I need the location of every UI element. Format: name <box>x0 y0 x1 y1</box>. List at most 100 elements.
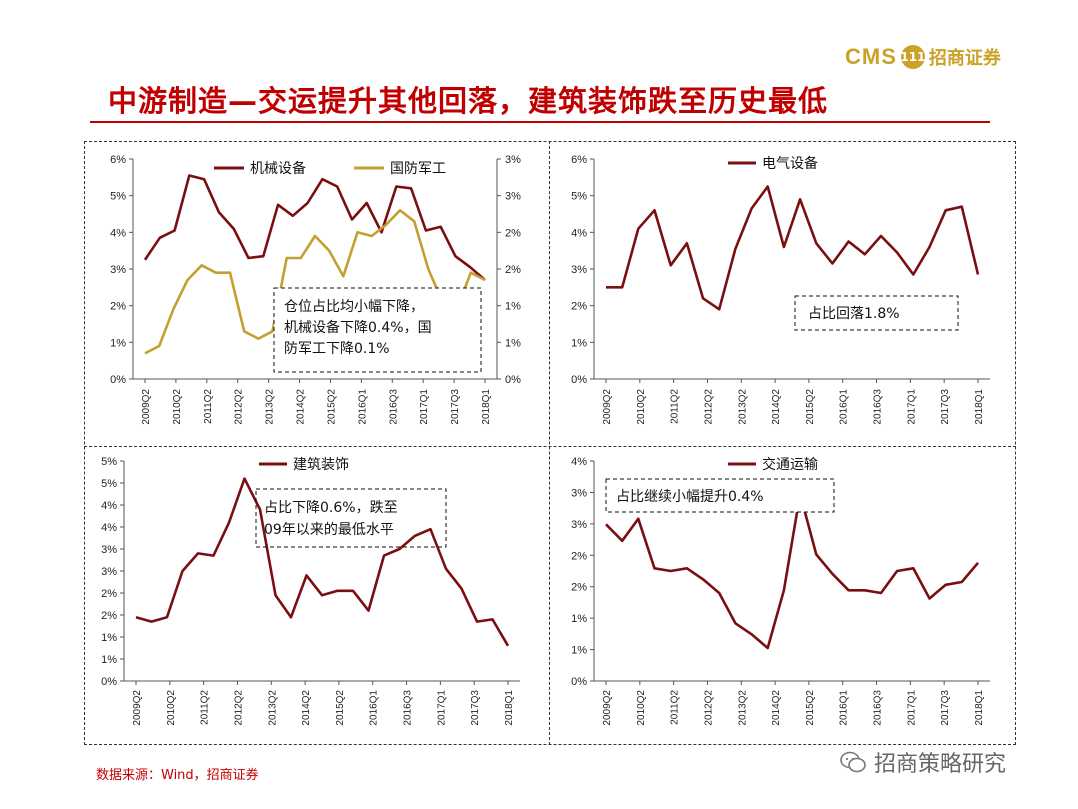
y-tick-label: 2% <box>110 301 126 313</box>
legend-label-construction: 建筑装饰 <box>293 457 349 473</box>
y-tick-label: 2% <box>571 582 587 594</box>
y-tick-label: 1% <box>571 337 587 349</box>
chart-grid-horizontal-divider <box>84 446 1016 447</box>
x-tick-label: 2018Q1 <box>481 389 492 425</box>
y-tick-label: 5% <box>110 191 126 203</box>
y-tick-label: 6% <box>110 154 126 166</box>
y-tick-label: 6% <box>571 154 587 166</box>
x-tick-label: 2017Q1 <box>419 389 430 425</box>
x-tick-label: 2011Q2 <box>200 690 211 725</box>
title-divider <box>90 121 990 123</box>
y-tick-label: 2% <box>101 588 117 600</box>
y2-tick-label: 1% <box>505 337 521 349</box>
annotation-line: 防军工下降0.1% <box>284 341 390 357</box>
y-tick-label: 1% <box>101 632 117 644</box>
chart-grid-vertical-divider <box>549 141 550 745</box>
x-tick-label: 2015Q2 <box>805 389 816 425</box>
y-tick-label: 4% <box>110 227 126 239</box>
series-line-1 <box>606 185 980 311</box>
x-tick-label: 2014Q2 <box>296 389 307 425</box>
annotation-frame <box>273 287 482 373</box>
plot-area: 0% 1% 1% 2% 2% 3% 3% 4% 2009Q2 2010Q2 2011Q2 2012Q2… <box>571 456 990 726</box>
y-tick-label: 5% <box>101 456 117 468</box>
legend: 建筑装饰 <box>259 457 349 473</box>
y2-tick-label: 2% <box>505 264 521 276</box>
x-tick-label: 2010Q2 <box>166 690 177 726</box>
series-line-2 <box>144 209 486 355</box>
x-tick-label: 2017Q1 <box>906 690 917 726</box>
y-tick-label: 2% <box>101 610 117 622</box>
y-tick-label: 4% <box>571 456 587 468</box>
x-tick-label: 2009Q2 <box>132 690 143 726</box>
plot-area: 0% 1% 1% 2% 2% 3% 3% 4% 4% 5% 5% 2009Q2 2010Q2 2011Q2… <box>101 456 520 726</box>
x-tick-label: 2016Q1 <box>839 690 850 726</box>
chart-construction-decoration: 0% 1% 1% 2% 2% 3% 3% 4% 4% 5% 5% 2009Q2 2010Q2 2011Q2… <box>101 456 520 726</box>
chart-transport: 0% 1% 1% 2% 2% 3% 3% 4% 2009Q2 2010Q2 2011Q2 2012Q2… <box>571 456 990 726</box>
legend-label-defense: 国防军工 <box>390 161 446 177</box>
y2-tick-label: 3% <box>505 191 521 203</box>
y-tick-label: 0% <box>571 374 587 386</box>
x-tick-label: 2018Q1 <box>504 690 515 726</box>
brand-cn-text: 招商证券 <box>928 48 1001 69</box>
x-tick-label: 2009Q2 <box>602 389 613 425</box>
legend-label-machinery: 机械设备 <box>250 160 306 177</box>
y2-tick-label: 0% <box>505 374 521 386</box>
y-tick-label: 1% <box>101 654 117 666</box>
y-tick-label: 4% <box>571 227 587 239</box>
y2-tick-label: 2% <box>505 227 521 239</box>
x-tick-label: 2016Q1 <box>357 389 368 425</box>
annotation-box: 占比继续小幅提升0.4% <box>605 478 835 513</box>
y-tick-label: 2% <box>571 301 587 313</box>
x-tick-label: 2017Q3 <box>940 389 951 425</box>
x-tick-label: 2013Q2 <box>737 690 748 726</box>
chart-machinery-defense: 0% 1% 2% 3% 4% 5% 6% 0% 1% 1% 2% 2% 3% 3% 2009Q2 2010Q2… <box>110 154 521 425</box>
page-title: 中游制造—交运提升其他回落，建筑装饰跌至历史最低 <box>108 84 829 118</box>
y-tick-label: 5% <box>571 191 587 203</box>
y-tick-label: 0% <box>571 676 587 688</box>
annotation-box: 占比回落1.8% <box>794 295 959 331</box>
series-line-1 <box>143 174 486 281</box>
y-tick-label: 3% <box>110 264 126 276</box>
chart-grid-frame <box>84 141 1016 745</box>
annotation-line: 09年以来的最低水平 <box>264 522 394 538</box>
x-tick-label: 2017Q3 <box>470 690 481 726</box>
legend: 电气设备 <box>728 155 818 172</box>
x-tick-label: 2009Q2 <box>141 389 152 425</box>
annotation-box: 仓位占比均小幅下降， 机械设备下降0.4%，国 防军工下降0.1% <box>273 287 482 373</box>
x-tick-label: 2017Q3 <box>940 690 951 726</box>
x-tick-label: 2010Q2 <box>636 389 647 425</box>
legend: 机械设备 国防军工 <box>214 160 446 177</box>
x-tick-label: 2016Q3 <box>873 690 884 726</box>
annotation-frame <box>794 295 959 331</box>
x-tick-label: 2015Q2 <box>326 389 337 425</box>
brand-mark-icon: 111 <box>900 45 925 69</box>
annotation-frame <box>605 478 835 513</box>
x-tick-label: 2016Q3 <box>388 389 399 425</box>
x-tick-label: 2009Q2 <box>602 690 613 726</box>
x-tick-label: 2015Q2 <box>805 690 816 726</box>
annotation-line: 占比下降0.6%，跌至 <box>264 500 398 516</box>
x-tick-label: 2010Q2 <box>172 389 183 425</box>
x-tick-label: 2013Q2 <box>267 690 278 726</box>
y2-tick-label: 3% <box>505 154 521 166</box>
x-tick-label: 2012Q2 <box>234 389 245 425</box>
series-line-1 <box>605 492 979 650</box>
x-tick-label: 2012Q2 <box>703 389 714 425</box>
x-tick-label: 2014Q2 <box>301 690 312 726</box>
y2-tick-label: 1% <box>505 301 521 313</box>
series-line-1 <box>135 477 510 647</box>
watermark-text: 招商策略研究 <box>874 752 1007 777</box>
y-tick-label: 0% <box>110 374 126 386</box>
x-tick-label: 2010Q2 <box>636 690 647 726</box>
brand-text: CMS <box>845 44 897 69</box>
annotation-line: 占比继续小幅提升0.4% <box>616 488 764 505</box>
x-tick-label: 2011Q2 <box>670 389 681 424</box>
legend-label-electrical: 电气设备 <box>762 155 818 172</box>
annotation-frame <box>255 488 447 548</box>
brand-logo: CMS 111 招商证券 <box>845 42 1001 72</box>
y-tick-label: 3% <box>101 566 117 578</box>
y-tick-label: 3% <box>101 544 117 556</box>
wechat-icon <box>840 751 866 773</box>
x-tick-label: 2012Q2 <box>703 690 714 726</box>
x-tick-label: 2017Q1 <box>906 389 917 425</box>
